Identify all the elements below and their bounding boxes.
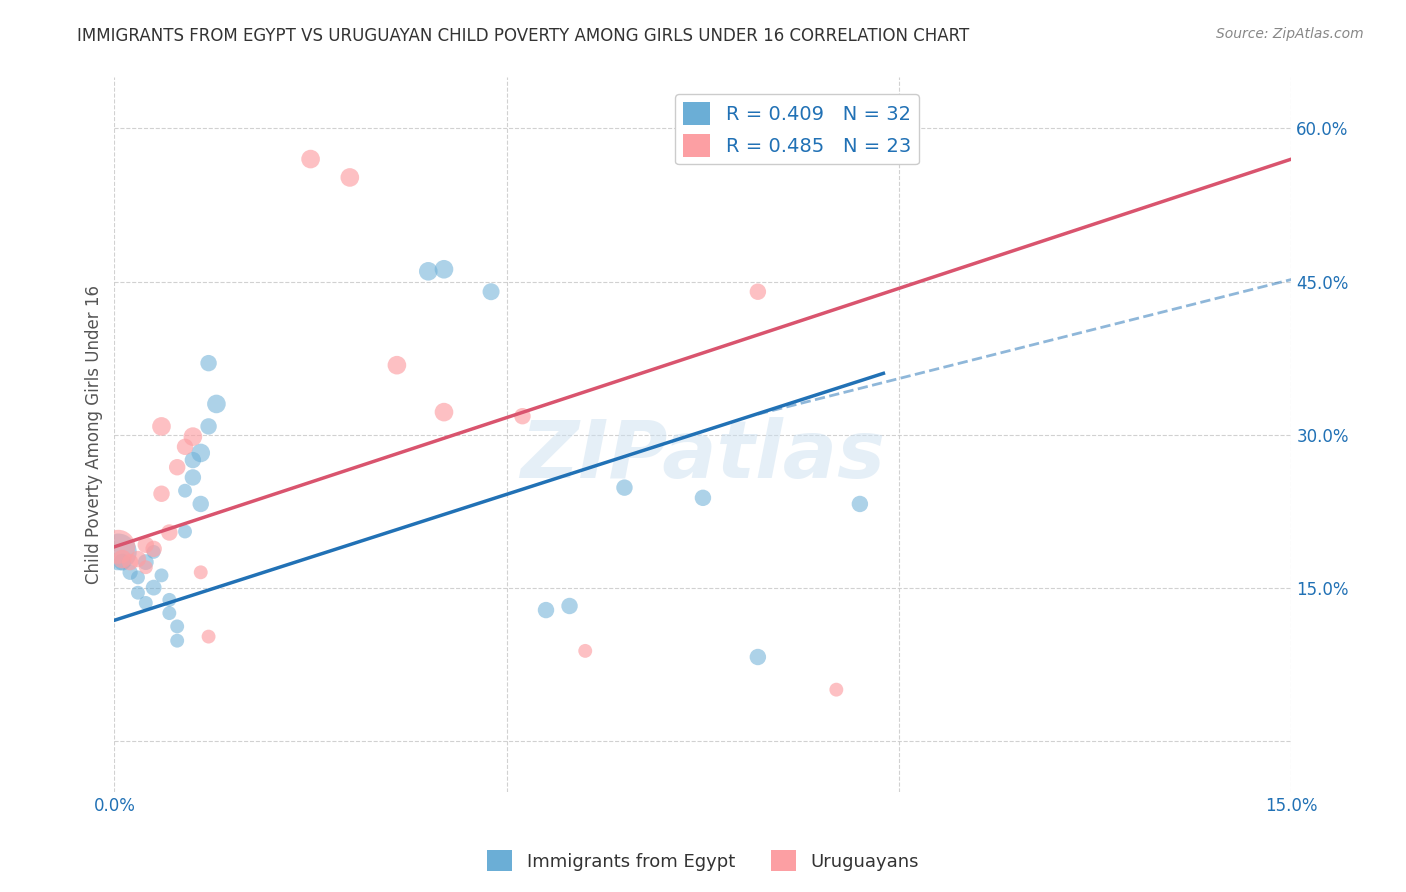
Point (197, 356, 219, 370)
Point (127, 570, 149, 584)
Point (135, 560, 157, 574)
Point (135, 596, 157, 610)
Point (127, 585, 149, 599)
Point (747, 650, 769, 665)
Text: ZIPatlas: ZIPatlas (520, 417, 886, 495)
Point (197, 419, 219, 434)
Point (181, 429, 204, 443)
Point (157, 525, 180, 540)
Point (174, 524, 197, 539)
Text: Source: ZipAtlas.com: Source: ZipAtlas.com (1216, 27, 1364, 41)
Point (299, 152, 322, 166)
Point (174, 440, 197, 454)
Point (166, 460, 188, 475)
Y-axis label: Child Poverty Among Girls Under 16: Child Poverty Among Girls Under 16 (86, 285, 103, 584)
Point (107, 545, 129, 559)
Point (205, 397, 228, 411)
Point (181, 453, 204, 467)
Point (150, 487, 173, 501)
Point (433, 262, 456, 277)
Point (197, 630, 219, 644)
Point (166, 619, 188, 633)
Text: IMMIGRANTS FROM EGYPT VS URUGUAYAN CHILD POVERTY AMONG GIRLS UNDER 16 CORRELATIO: IMMIGRANTS FROM EGYPT VS URUGUAYAN CHILD… (77, 27, 970, 45)
Point (135, 538, 157, 552)
Point (190, 497, 212, 511)
Point (574, 644, 596, 658)
Point (825, 682, 848, 697)
Point (181, 470, 204, 484)
Point (512, 409, 534, 424)
Point (613, 481, 636, 495)
Point (385, 358, 408, 372)
Point (747, 285, 769, 299)
Point (120, 555, 142, 569)
Point (111, 552, 134, 566)
Point (107, 540, 129, 554)
Point (127, 552, 149, 566)
Point (190, 566, 212, 580)
Legend: Immigrants from Egypt, Uruguayans: Immigrants from Egypt, Uruguayans (479, 843, 927, 879)
Point (433, 405, 456, 419)
Point (849, 497, 872, 511)
Point (692, 491, 714, 505)
Point (111, 555, 134, 569)
Point (150, 568, 173, 582)
Point (479, 285, 502, 299)
Point (157, 592, 180, 607)
Point (135, 555, 157, 569)
Point (150, 419, 173, 434)
Point (190, 446, 212, 460)
Point (174, 483, 197, 498)
Point (157, 606, 180, 620)
Point (339, 170, 361, 185)
Point (534, 603, 557, 617)
Legend: R = 0.409   N = 32, R = 0.485   N = 23: R = 0.409 N = 32, R = 0.485 N = 23 (675, 95, 920, 164)
Point (142, 581, 165, 595)
Point (142, 541, 165, 556)
Point (558, 599, 581, 613)
Point (166, 633, 188, 648)
Point (142, 545, 165, 559)
Point (120, 566, 142, 580)
Point (418, 264, 440, 278)
